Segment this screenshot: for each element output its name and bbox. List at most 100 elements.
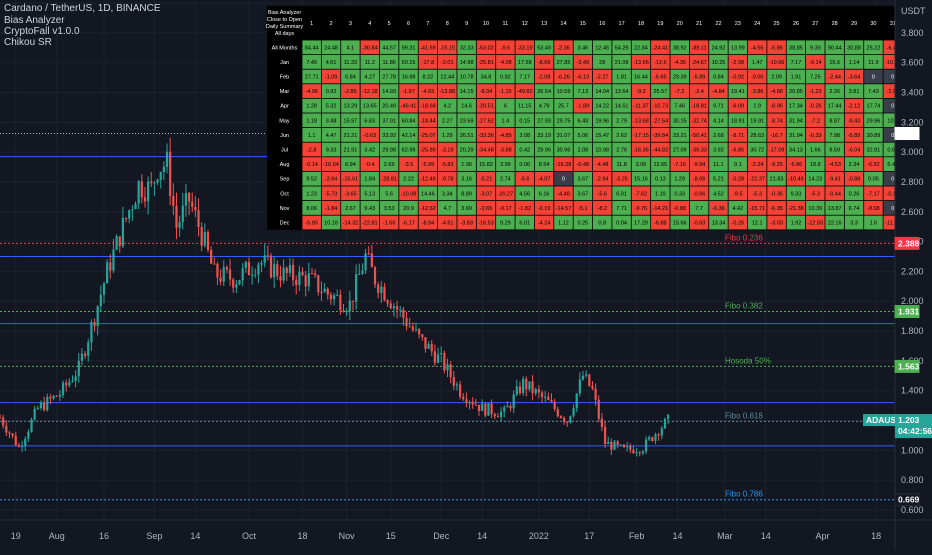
candle-body [484, 403, 487, 416]
bias-table-cell-value: -5.6 [597, 191, 606, 197]
bias-table-cell-value: 0 [891, 75, 894, 81]
bias-table-cell [767, 113, 786, 128]
bias-table-cell [534, 98, 554, 113]
bias-table-cell [670, 40, 689, 55]
bias-table-cell [341, 128, 360, 142]
bias-table-cell-value: -4.61 [441, 221, 454, 227]
candle-body [351, 300, 355, 302]
bias-table-cell [554, 55, 573, 69]
bias-table-cell [534, 128, 554, 142]
candle-body [660, 428, 663, 436]
bias-table-cell-value: -9.25 [770, 162, 783, 168]
indicator-cryptofall[interactable]: CryptoFall v1.0.0 [4, 26, 80, 37]
bias-table-cell [747, 201, 767, 215]
bias-table-cell-value: 99.31 [402, 45, 416, 51]
bias-table-cell [631, 128, 651, 142]
bias-table-cell [534, 55, 554, 69]
bias-table-cell [554, 215, 573, 230]
candle-body [465, 399, 468, 403]
candle-body [619, 444, 622, 446]
indicator-chikou-sr[interactable]: Chikou SR [4, 37, 52, 48]
bias-table-cell [825, 40, 844, 55]
candle-body [534, 389, 537, 394]
bias-table-cell [844, 215, 864, 230]
time-axis-tick: 14 [477, 531, 487, 541]
bias-table-cell [554, 142, 573, 157]
time-axis-tick: Aug [49, 531, 65, 541]
bias-table-cell [554, 201, 573, 215]
bias-table-cell-value: 11.9 [868, 60, 878, 66]
bias-table-cell-value: 5.21 [713, 177, 724, 183]
bias-table-cell-value: -3.83 [460, 221, 473, 227]
bias-table-cell [573, 55, 593, 69]
bias-table-header-line: Close to Open [267, 17, 302, 23]
bias-table-cell-value: 2.69 [384, 162, 395, 168]
candle-body [452, 377, 455, 386]
bias-table-cell [399, 55, 418, 69]
bias-table-cell-value: -33.19 [517, 45, 533, 51]
time-axis-tick: 14 [190, 531, 200, 541]
bias-table-cell-value: 6.41 [887, 162, 898, 168]
bias-table-cell-value: -24.41 [653, 45, 669, 51]
bias-table-cell [786, 55, 806, 69]
bias-table-cell [360, 128, 380, 142]
bias-table-cell [651, 157, 670, 171]
candle-body [109, 262, 112, 271]
candle-body [591, 385, 594, 389]
bias-table-cell-value: 15.82 [479, 162, 493, 168]
bias-table-header-line: Daily Summary [266, 24, 304, 30]
bias-table-cell-value: 0.13 [655, 177, 666, 183]
bias-table-cell [321, 69, 341, 84]
bias-table-cell [476, 201, 496, 215]
bias-table-cell [437, 113, 457, 128]
bias-table-cell [806, 142, 825, 157]
bias-table-cell-value: -16.38 [556, 162, 572, 168]
candle-body [569, 415, 572, 423]
bias-table-cell-value: -2.24 [751, 162, 764, 168]
bias-table-cell [747, 157, 767, 171]
bias-table-cell [457, 215, 476, 230]
bias-table-cell [612, 186, 631, 201]
candle-body [666, 414, 670, 419]
bias-table-cell-value: -2.94 [596, 177, 609, 183]
ticker-symbol: ADAUSDT [866, 415, 908, 425]
bias-table-cell-value: -6.36 [712, 206, 725, 212]
bias-table-cell-value: 3.34 [442, 191, 453, 197]
bias-table-cell [360, 98, 380, 113]
bias-table-cell [825, 128, 844, 142]
bias-table-cell-value: -10.73 [653, 104, 669, 110]
bias-table-cell [399, 128, 418, 142]
bias-table-cell [864, 215, 883, 230]
bias-table-cell [670, 69, 689, 84]
candle-body [106, 262, 109, 284]
bias-table-cell [786, 157, 806, 171]
bias-table-cell-value: -9.05 [751, 75, 764, 81]
candle-body [550, 400, 553, 402]
bias-table-cell-value: -2.65 [480, 206, 493, 212]
bias-table-cell [612, 171, 631, 186]
bias-table-cell-value: 4.2 [443, 104, 451, 110]
bias-table-cell-value: -12.62 [420, 206, 436, 212]
bias-table-cell [670, 128, 689, 142]
bias-table-cell-value: 7.46 [674, 104, 685, 110]
candle-body [433, 351, 436, 363]
bias-table-cell-value: 14.51 [615, 104, 629, 110]
bias-table-cell [651, 69, 670, 84]
bias-table-cell-value: 1.92 [791, 221, 802, 227]
price-axis-tick: 2.200 [901, 266, 924, 276]
bias-table-cell [728, 55, 748, 69]
bias-table-cell-value: -6.13 [577, 75, 590, 81]
candle-body [213, 263, 216, 265]
candle-body [522, 378, 525, 394]
bias-table-cell [864, 98, 883, 113]
bias-table-cell-value: -0.88 [673, 206, 686, 212]
bias-table-cell-value: 11.8 [616, 162, 626, 168]
bias-table-cell [554, 84, 573, 98]
indicator-bias-analyzer[interactable]: Bias Analyzer [4, 15, 65, 26]
price-axis[interactable] [895, 0, 932, 550]
bias-table-cell [864, 55, 883, 69]
candle-body [515, 386, 518, 395]
bias-table-cell-value: -2.08 [538, 75, 551, 81]
